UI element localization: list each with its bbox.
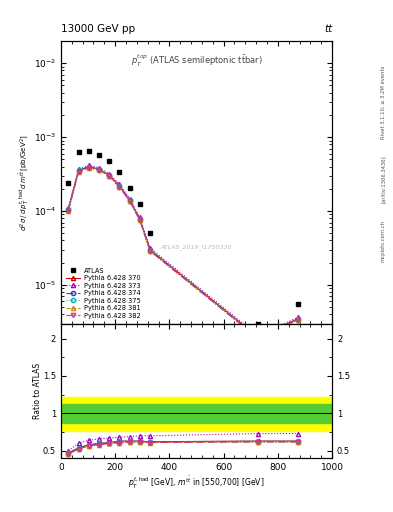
Y-axis label: $d^2\sigma\,/\,d\,p_T^{t,\mathrm{had}}\,d\,m^{t\bar{t}}\,[\mathrm{pb/GeV^2}]$: $d^2\sigma\,/\,d\,p_T^{t,\mathrm{had}}\,… <box>18 134 32 230</box>
Legend: ATLAS, Pythia 6.428 370, Pythia 6.428 373, Pythia 6.428 374, Pythia 6.428 375, P: ATLAS, Pythia 6.428 370, Pythia 6.428 37… <box>64 266 141 321</box>
Text: 13000 GeV pp: 13000 GeV pp <box>61 24 135 34</box>
Text: tt: tt <box>324 24 332 34</box>
Text: ATLAS_2019_I1750330: ATLAS_2019_I1750330 <box>161 244 232 250</box>
X-axis label: $p_T^{t,\mathrm{had}}$ [GeV], $m^{t\bar{t}}$ in [550,700] [GeV]: $p_T^{t,\mathrm{had}}$ [GeV], $m^{t\bar{… <box>128 475 265 491</box>
Text: [arXiv:1306.3436]: [arXiv:1306.3436] <box>381 155 386 203</box>
Text: $p_T^{top}$ (ATLAS semileptonic t$\bar{\mathrm{t}}$bar): $p_T^{top}$ (ATLAS semileptonic t$\bar{\… <box>130 52 263 69</box>
Y-axis label: Ratio to ATLAS: Ratio to ATLAS <box>33 363 42 419</box>
Text: mcplots.cern.ch: mcplots.cern.ch <box>381 220 386 262</box>
Text: Rivet 3.1.10, ≥ 3.2M events: Rivet 3.1.10, ≥ 3.2M events <box>381 66 386 139</box>
